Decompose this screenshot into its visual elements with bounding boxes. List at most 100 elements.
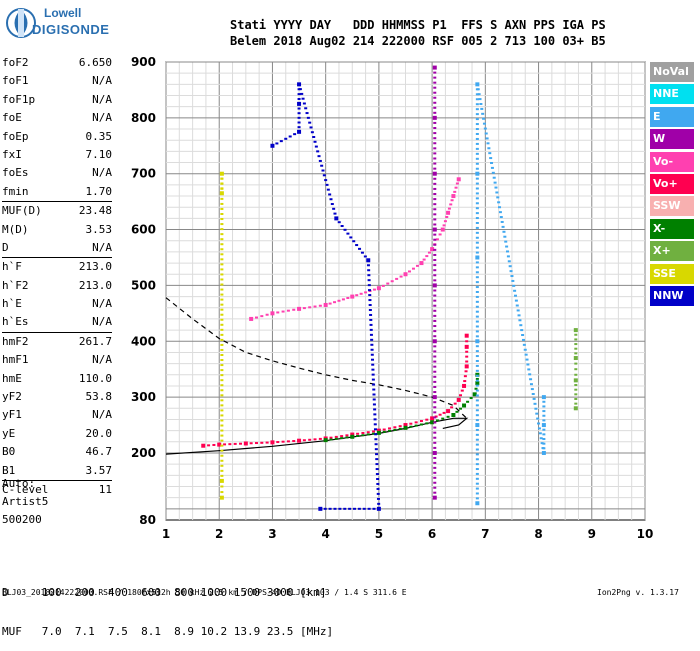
trace-mark-W: [433, 481, 437, 484]
trace-mark-E: [490, 166, 494, 169]
trace-mark-Vo+: [329, 436, 333, 439]
trace-mark-E: [475, 261, 479, 264]
param-value: 6.650: [78, 56, 112, 69]
trace-mark-NNW: [375, 458, 379, 461]
trace-mark-NNW: [337, 221, 341, 224]
trace-mark-NNW: [370, 348, 374, 351]
trace-mark-Vo+: [233, 442, 237, 445]
x-tick-label: 2: [215, 527, 223, 541]
trace-mark-Vo+: [398, 425, 402, 428]
data-point-Vo+: [464, 333, 469, 338]
trace-mark-Vo+: [345, 434, 349, 437]
param-key: h`F2: [2, 278, 29, 292]
trace-mark-SSE: [220, 409, 224, 412]
param-key: hmF1: [2, 353, 29, 367]
trace-mark-W: [433, 461, 437, 464]
trace-mark-Vo-: [445, 215, 449, 218]
trace-mark-NNW: [373, 418, 377, 421]
trace-mark-E: [475, 221, 479, 224]
trace-mark-E: [475, 468, 479, 471]
trace-mark-SSE: [220, 449, 224, 452]
trace-mark-NNW: [308, 121, 312, 124]
trace-mark-E: [475, 113, 479, 116]
trace-mark-E: [475, 276, 479, 279]
legend-item: Vo+: [650, 173, 694, 194]
trace-mark-SSE: [220, 419, 224, 422]
data-point-Vo-: [451, 194, 456, 199]
param-value: N/A: [92, 240, 112, 254]
trace-mark-NNW: [297, 126, 301, 129]
trace-mark-E: [475, 167, 479, 170]
trace-mark-NNW: [371, 363, 375, 366]
trace-mark-NNW: [366, 264, 370, 267]
trace-mark-SSE: [220, 454, 224, 457]
data-point-X+: [573, 356, 578, 361]
trace-mark-X-: [469, 397, 473, 400]
trace-mark-X-: [458, 407, 462, 410]
trace-mark-Vo-: [455, 182, 459, 185]
trace-mark-NNW: [349, 236, 353, 239]
trace-mark-Vo+: [463, 375, 467, 378]
param-key: foF1: [2, 74, 29, 88]
trace-mark-NNW: [325, 183, 329, 186]
trace-mark-SSE: [220, 207, 224, 210]
trace-mark-X-: [446, 415, 450, 418]
trace-mark-Vo-: [453, 190, 457, 193]
trace-mark-W: [433, 325, 437, 328]
param-row: yE 20.0: [2, 425, 112, 443]
trace-mark-NNW: [369, 328, 373, 331]
legend-item: X-: [650, 218, 694, 239]
trace-mark-W: [433, 274, 437, 277]
data-point-E: [541, 450, 546, 455]
trace-mark-E: [542, 447, 546, 450]
trace-mark-NNW: [318, 159, 322, 162]
trace-mark-SSE: [220, 212, 224, 215]
trace-mark-Vo+: [442, 411, 446, 414]
trace-mark-NNW: [372, 398, 376, 401]
trace-mark-SSE: [220, 263, 224, 266]
trace-mark-Vo-: [427, 251, 431, 254]
param-row: B0 46.7: [2, 443, 112, 461]
trace-mark-E: [490, 161, 494, 164]
logo-line1: Lowell: [44, 6, 82, 20]
trace-mark-SSE: [220, 364, 224, 367]
trace-mark-E: [483, 127, 487, 130]
trace-mark-E: [475, 177, 479, 180]
trace-mark-W: [433, 182, 437, 185]
trace-mark-NNW: [357, 507, 361, 510]
trace-mark-Vo+: [414, 421, 418, 424]
trace-mark-SSE: [220, 429, 224, 432]
data-point-Vo+: [464, 364, 469, 369]
trace-mark-E: [475, 246, 479, 249]
trace-mark-E: [475, 438, 479, 441]
trace-mark-E: [486, 142, 490, 145]
trace-mark-E: [513, 294, 517, 297]
trace-mark-E: [529, 383, 533, 386]
param-key: B0: [2, 445, 16, 459]
data-point-W: [432, 339, 437, 344]
trace-mark-E: [484, 132, 488, 135]
data-point-E: [541, 395, 546, 400]
trace-mark-E: [475, 355, 479, 358]
param-key: foE: [2, 111, 22, 125]
data-point-Vo-: [403, 272, 408, 277]
data-point-Vo-: [376, 286, 381, 291]
trace-mark-NNW: [302, 102, 306, 105]
trace-mark-E: [516, 309, 520, 312]
trace-mark-Vo+: [265, 441, 269, 444]
trace-mark-E: [475, 350, 479, 353]
trace-mark-E: [542, 405, 546, 408]
trace-mark-E: [475, 251, 479, 254]
trace-mark-SSE: [220, 187, 224, 190]
trace-mark-E: [475, 197, 479, 200]
trace-mark-E: [498, 211, 502, 214]
trace-mark-E: [475, 379, 479, 382]
trace-mark-Vo-: [450, 199, 454, 202]
x-tick-label: 4: [321, 527, 329, 541]
trace-mark-SSE: [220, 444, 224, 447]
footer-info: BLJ03_2018214222000.RSF / 180fx512h 50 k…: [2, 588, 407, 597]
trace-mark-E: [531, 392, 535, 395]
trace-mark-NNW: [375, 473, 379, 476]
trace-mark-Vo-: [381, 284, 385, 287]
trace-mark-E: [475, 118, 479, 121]
